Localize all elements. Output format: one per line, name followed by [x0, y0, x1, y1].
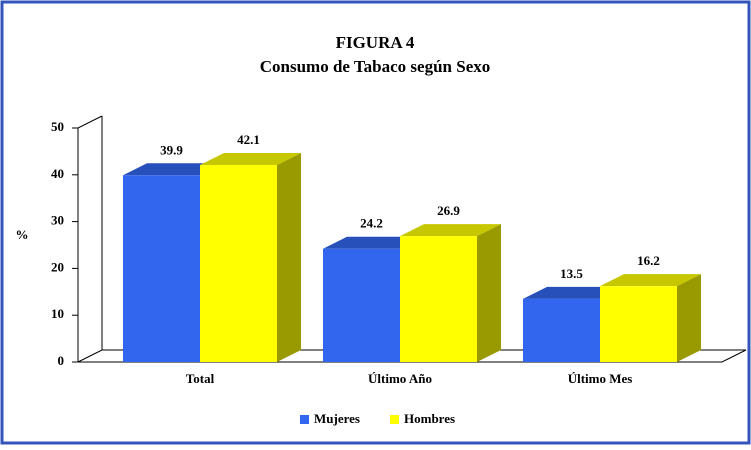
wall-top — [77, 115, 103, 129]
bar — [600, 286, 677, 362]
bar — [123, 175, 200, 362]
bar-top — [323, 236, 424, 249]
y-axis-label: % — [16, 227, 29, 242]
bar-top — [600, 274, 701, 287]
bar-top — [200, 152, 301, 165]
y-tick-label: 20 — [51, 259, 64, 274]
bar-side — [477, 224, 501, 362]
bar — [200, 164, 277, 362]
bar — [400, 236, 477, 362]
legend-label: Mujeres — [314, 411, 360, 426]
data-label: 26.9 — [437, 203, 460, 218]
data-label: 42.1 — [237, 132, 260, 147]
y-tick-label: 30 — [51, 213, 64, 228]
bar — [323, 248, 400, 362]
bar-top — [123, 163, 224, 176]
bar-top — [400, 224, 501, 237]
data-label: 39.9 — [160, 142, 183, 157]
legend-label: Hombres — [404, 411, 455, 426]
bar-top — [523, 286, 624, 299]
y-tick-label: 0 — [58, 353, 65, 368]
chart-subtitle: Consumo de Tabaco según Sexo — [260, 57, 491, 76]
x-tick-label: Total — [186, 371, 215, 386]
y-tick-label: 40 — [51, 166, 64, 181]
data-label: 13.5 — [560, 266, 583, 281]
data-label: 16.2 — [637, 253, 660, 268]
data-label: 24.2 — [360, 216, 383, 231]
x-tick-label: Último Año — [368, 371, 432, 386]
x-tick-label: Último Mes — [568, 371, 633, 386]
y-tick-label: 10 — [51, 306, 64, 321]
bar-side — [277, 152, 301, 362]
legend-swatch — [300, 415, 309, 424]
y-tick-label: 50 — [51, 119, 64, 134]
chart-title: FIGURA 4 — [336, 33, 415, 52]
bar — [523, 298, 600, 362]
legend-swatch — [390, 415, 399, 424]
bar-side — [677, 274, 701, 362]
